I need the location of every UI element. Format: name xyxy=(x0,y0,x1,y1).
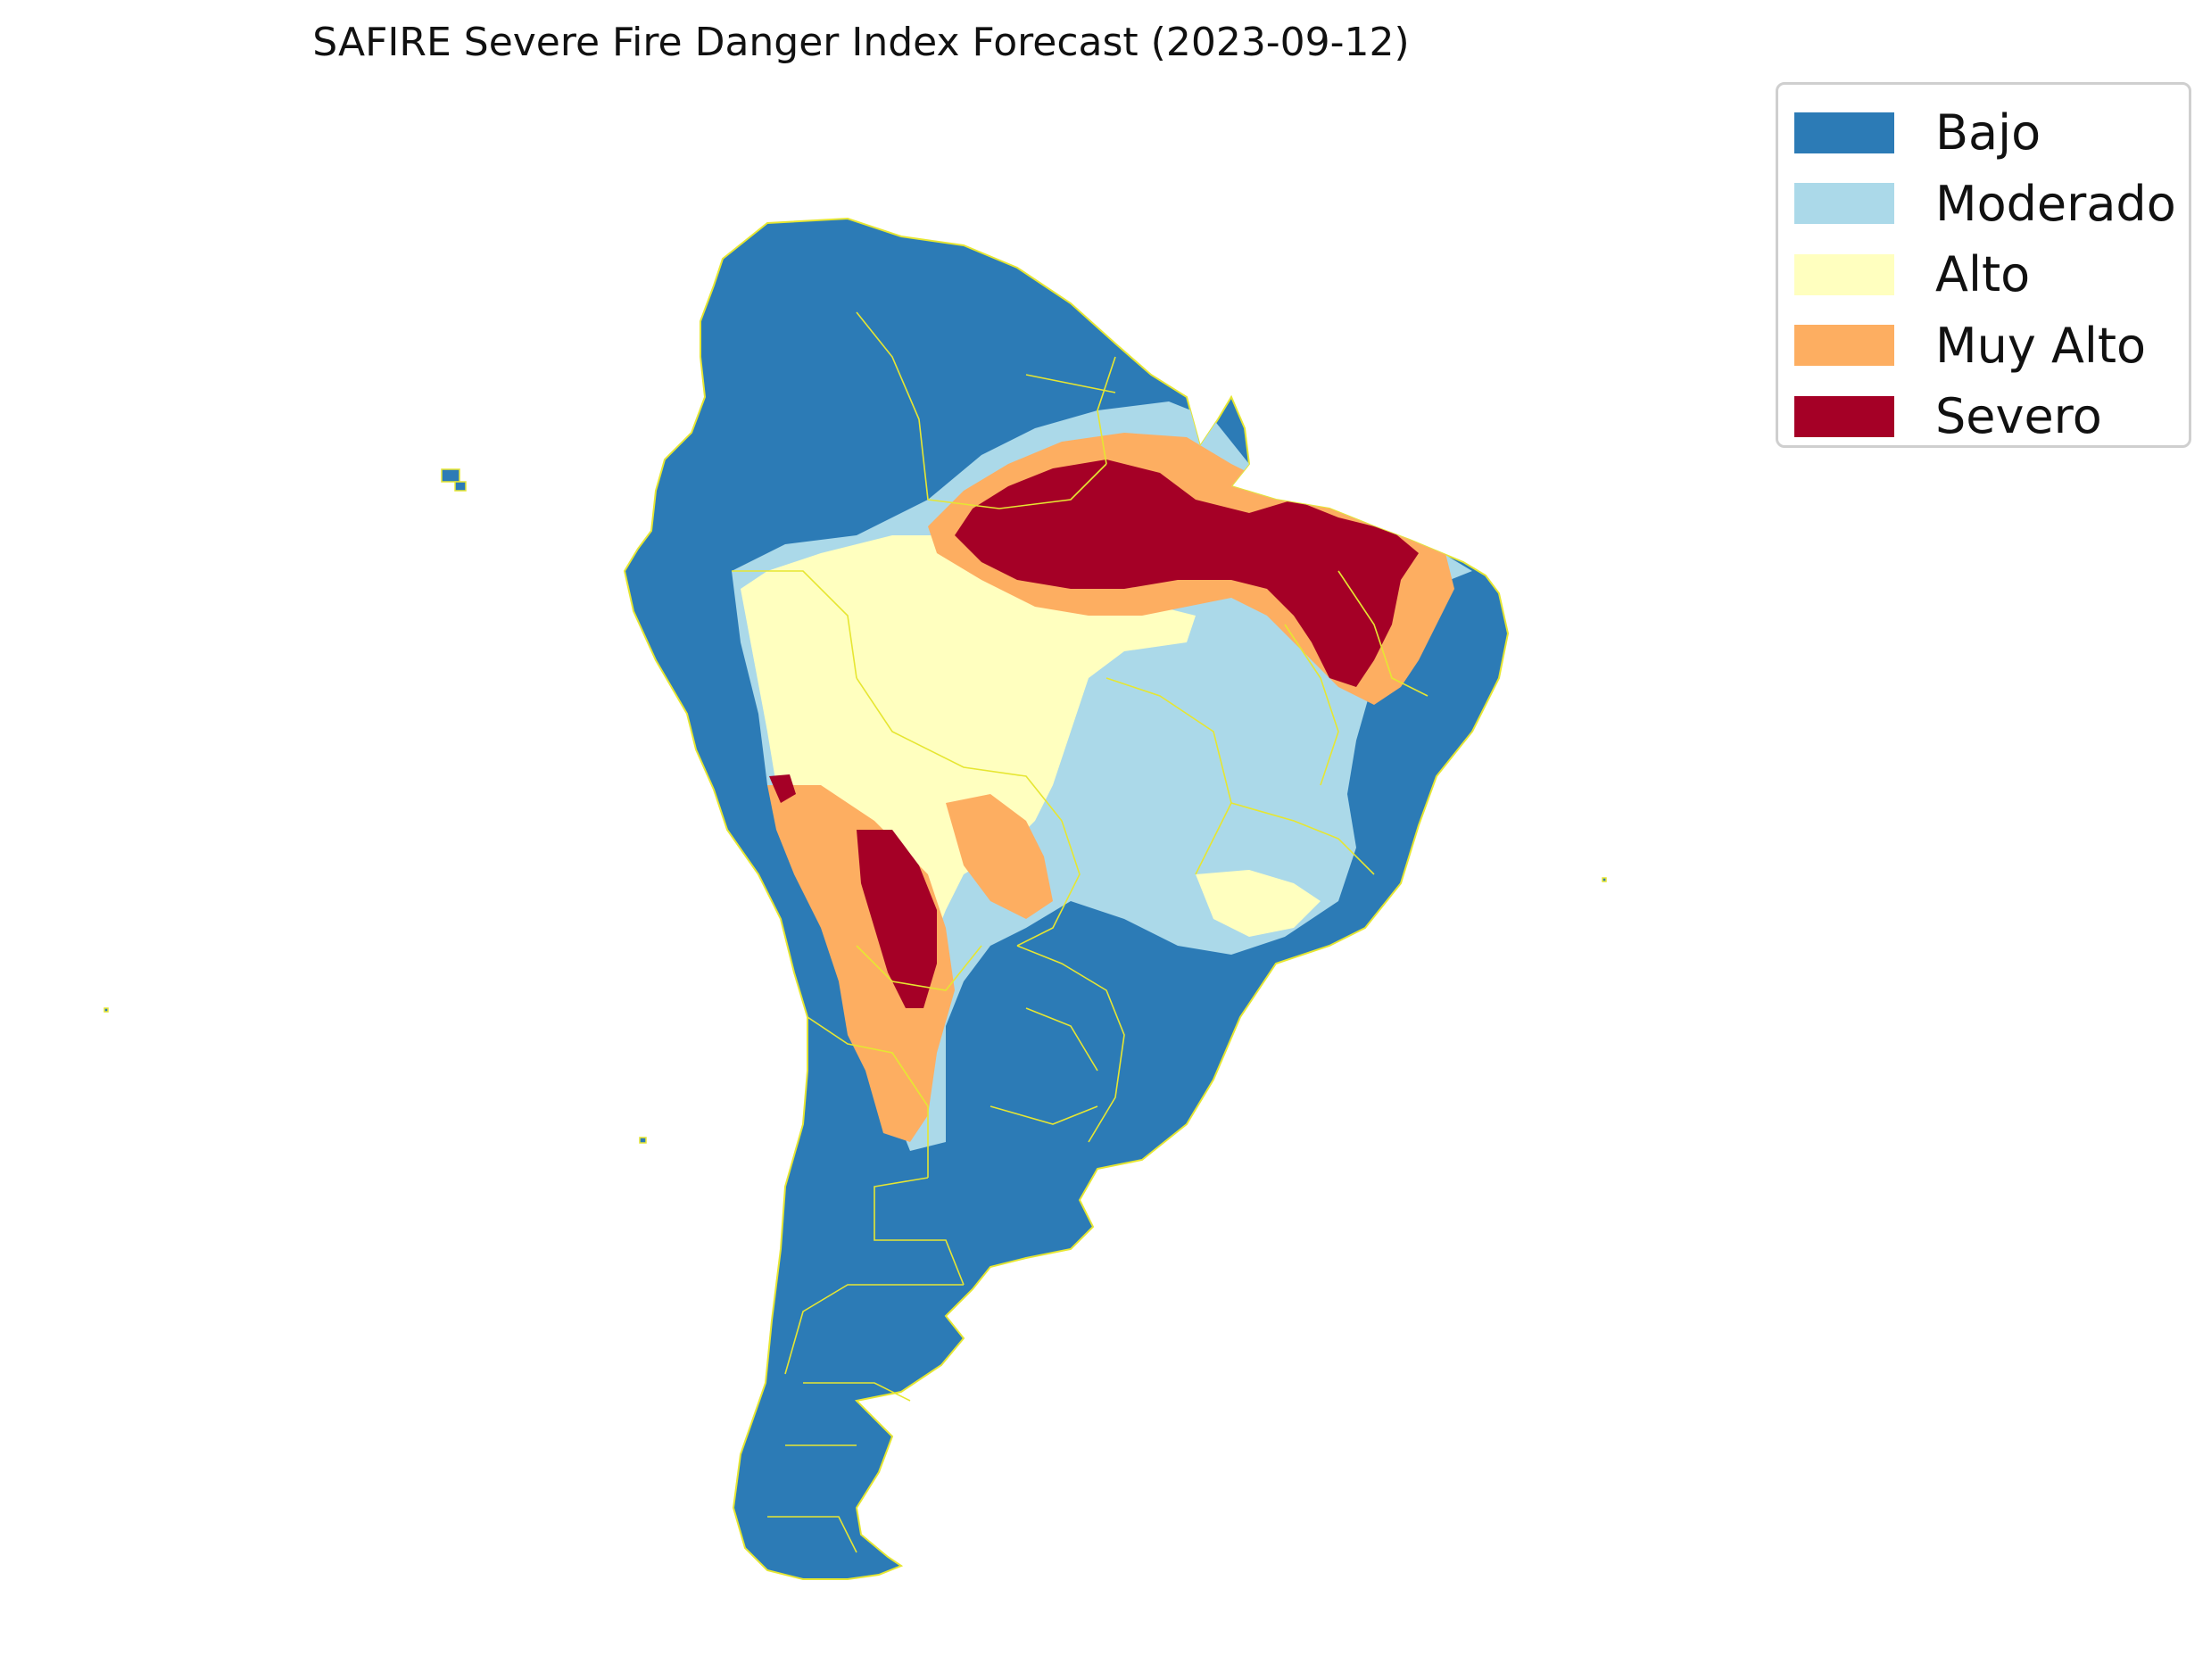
map-legend: Bajo Moderado Alto Muy Alto Severo xyxy=(1776,82,2191,448)
border-line xyxy=(803,1382,911,1402)
border-line xyxy=(1025,374,1116,393)
legend-swatch-alto xyxy=(1794,253,1894,295)
legend-item-muy-alto: Muy Alto xyxy=(1794,310,2189,382)
border-line xyxy=(856,677,1063,822)
legend-label-moderado: Moderado xyxy=(1935,175,2176,232)
zone-muy-alto-chaco xyxy=(946,794,1053,919)
legend-swatch-severo xyxy=(1794,395,1894,437)
border-line xyxy=(1025,1007,1098,1072)
border-line xyxy=(1337,570,1428,697)
border-line xyxy=(874,1177,965,1286)
border-line xyxy=(990,1105,1098,1125)
zone-alto-south xyxy=(1196,870,1321,937)
island xyxy=(639,1137,647,1144)
legend-label-bajo: Bajo xyxy=(1935,104,2041,161)
border-line xyxy=(856,945,982,991)
border-line xyxy=(1097,356,1116,465)
island xyxy=(104,1007,109,1013)
legend-swatch-bajo xyxy=(1794,112,1894,153)
legend-swatch-muy-alto xyxy=(1794,325,1894,367)
border-line xyxy=(1230,802,1375,875)
legend-item-severo: Severo xyxy=(1794,381,2189,452)
legend-label-alto: Alto xyxy=(1935,246,2031,303)
map-title: SAFIRE Severe Fire Danger Index Forecast… xyxy=(312,20,1410,65)
fire-danger-map xyxy=(104,217,1607,1580)
legend-label-muy-alto: Muy Alto xyxy=(1935,317,2147,374)
islands xyxy=(104,468,1607,1144)
border-line xyxy=(1284,624,1339,786)
border-line xyxy=(1106,677,1232,875)
zone-severo-amazon xyxy=(955,459,1419,687)
legend-item-alto: Alto xyxy=(1794,239,2189,310)
border-line xyxy=(767,1516,857,1553)
border-line xyxy=(927,463,1107,509)
border-line xyxy=(784,1284,964,1375)
island xyxy=(1602,877,1607,882)
legend-swatch-moderado xyxy=(1794,183,1894,225)
island-galapagos xyxy=(454,481,467,492)
border-line xyxy=(856,311,929,501)
zone-severo-puna xyxy=(857,830,937,1008)
island-galapagos xyxy=(441,468,460,483)
border-line xyxy=(807,1016,929,1178)
legend-item-moderado: Moderado xyxy=(1794,169,2189,240)
border-line xyxy=(1016,945,1125,1143)
legend-label-severo: Severo xyxy=(1935,388,2102,445)
zone-severo-coast xyxy=(769,774,796,803)
country-borders xyxy=(732,311,1428,1553)
border-line xyxy=(732,570,857,679)
legend-item-bajo: Bajo xyxy=(1794,97,2189,169)
border-line xyxy=(1016,820,1081,947)
